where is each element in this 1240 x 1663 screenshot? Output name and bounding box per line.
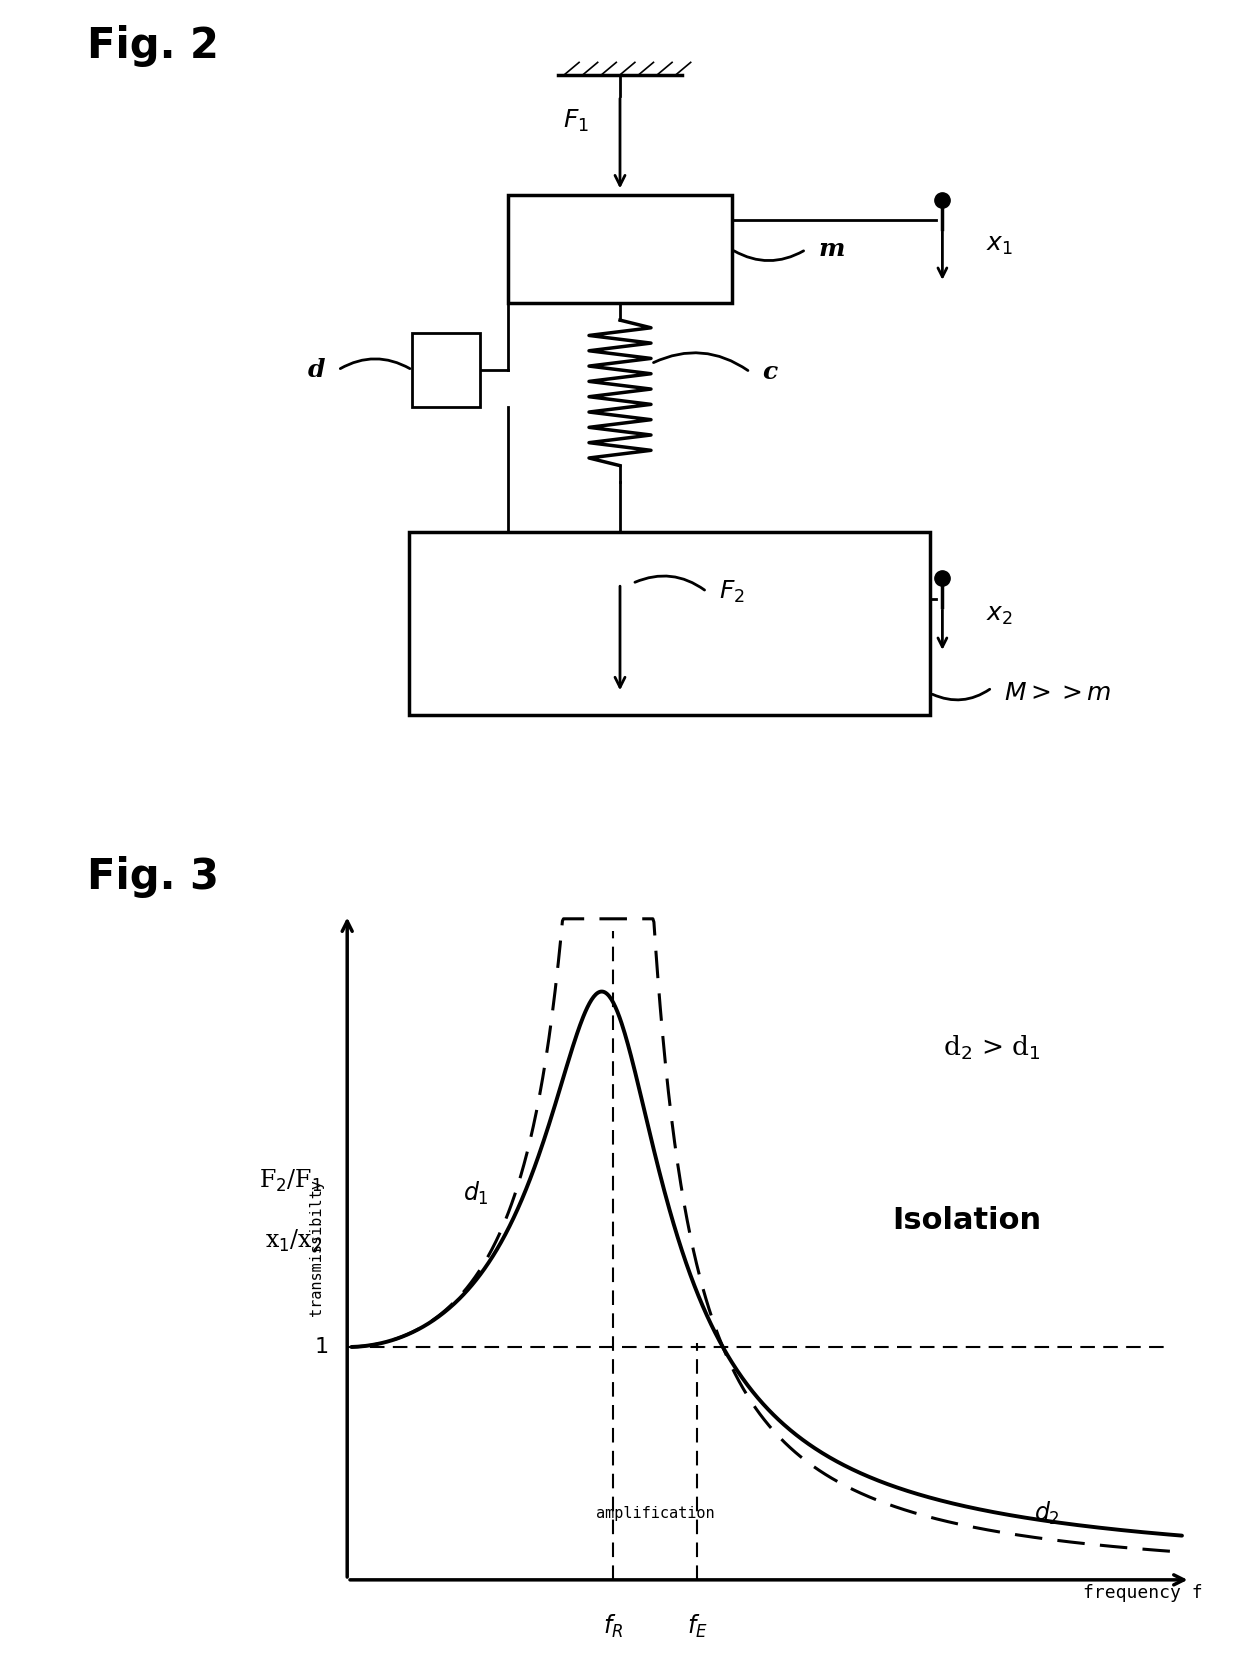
Text: Fig. 2: Fig. 2 [87, 25, 218, 67]
Text: amplification: amplification [595, 1505, 714, 1522]
Text: m: m [818, 238, 844, 261]
Bar [508, 195, 732, 303]
Text: d: d [308, 358, 325, 382]
Text: $f_E$: $f_E$ [687, 1613, 708, 1640]
Text: $F_2$: $F_2$ [719, 579, 745, 605]
Text: transmissibilty: transmissibilty [309, 1179, 324, 1315]
Text: Fig. 3: Fig. 3 [87, 856, 218, 898]
Text: frequency f: frequency f [1084, 1583, 1203, 1601]
Text: $F_1$: $F_1$ [563, 108, 589, 133]
Text: $M >> m$: $M >> m$ [1004, 682, 1112, 705]
Text: $f_R$: $f_R$ [603, 1613, 622, 1640]
Text: $d_2$: $d_2$ [1034, 1500, 1060, 1527]
Text: 1: 1 [315, 1337, 329, 1357]
Text: x$_1$/x$_2$: x$_1$/x$_2$ [265, 1227, 322, 1254]
Bar [409, 532, 930, 715]
Text: c: c [763, 361, 777, 384]
Text: $x_2$: $x_2$ [986, 604, 1013, 627]
Text: d$_2$ > d$_1$: d$_2$ > d$_1$ [944, 1033, 1040, 1063]
Bar [412, 333, 480, 407]
Text: $x_1$: $x_1$ [986, 233, 1013, 258]
Text: Isolation: Isolation [893, 1206, 1042, 1236]
Text: $d_1$: $d_1$ [463, 1179, 489, 1207]
Text: F$_2$/F$_1$: F$_2$/F$_1$ [259, 1167, 322, 1194]
